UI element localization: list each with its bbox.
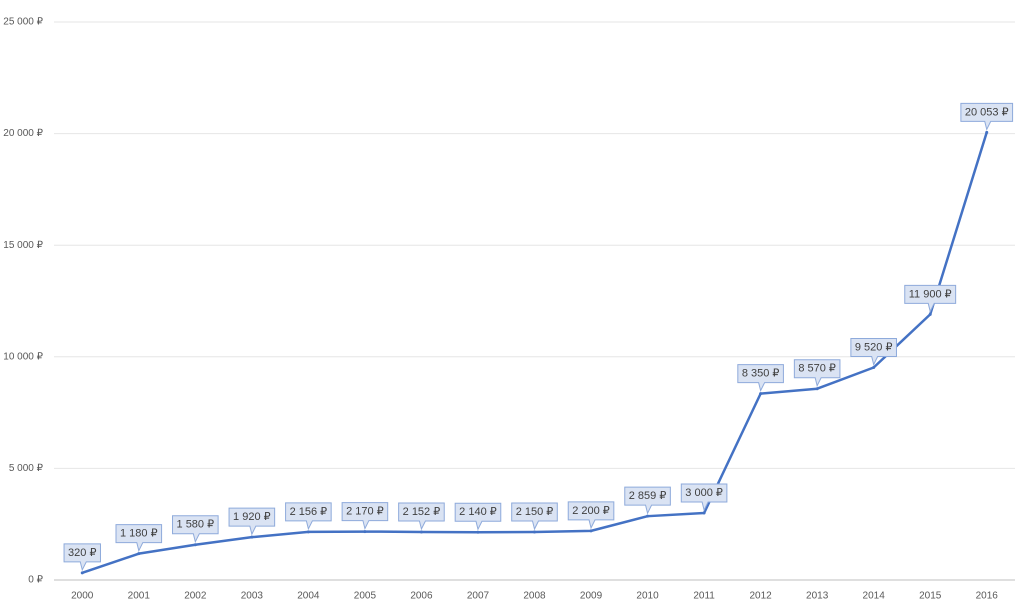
data-label-box — [624, 486, 671, 515]
data-label: 1 180 ₽ — [120, 528, 158, 540]
x-tick-label: 2013 — [806, 591, 829, 602]
data-label-box — [737, 364, 784, 393]
data-label-box — [850, 338, 897, 366]
x-tick-label: 2008 — [523, 591, 546, 602]
data-label: 8 350 ₽ — [742, 368, 780, 380]
data-point — [589, 529, 593, 533]
data-label-box — [398, 502, 445, 531]
y-tick-label: 20 000 ₽ — [3, 128, 43, 139]
y-tick-label: 0 ₽ — [28, 575, 43, 586]
x-tick-label: 2009 — [580, 591, 603, 602]
x-tick-label: 2000 — [71, 591, 94, 602]
data-point — [250, 535, 254, 539]
data-label: 11 900 ₽ — [909, 288, 952, 300]
data-point — [815, 387, 819, 391]
data-label: 1 920 ₽ — [233, 511, 271, 523]
x-tick-label: 2014 — [863, 591, 886, 602]
data-label: 2 150 ₽ — [516, 506, 554, 518]
data-label-box — [285, 502, 332, 531]
data-label: 1 580 ₽ — [177, 519, 215, 531]
data-point — [533, 530, 536, 534]
data-point — [985, 130, 989, 134]
data-label-box — [63, 543, 101, 572]
data-label-box — [904, 284, 957, 313]
data-label-box — [680, 483, 728, 512]
x-tick-label: 2011 — [693, 591, 715, 602]
data-point — [476, 530, 480, 534]
data-label-box — [960, 102, 1014, 131]
data-label-box — [172, 515, 219, 544]
data-label: 8 570 ₽ — [798, 363, 836, 375]
x-tick-label: 2006 — [410, 591, 433, 602]
x-tick-label: 2004 — [297, 591, 320, 602]
data-point — [759, 392, 763, 396]
data-label-box — [228, 507, 276, 536]
data-label: 2 152 ₽ — [403, 506, 441, 518]
x-tick-label: 2007 — [467, 591, 490, 602]
data-label: 9 520 ₽ — [855, 341, 893, 353]
data-label: 2 156 ₽ — [290, 506, 328, 518]
data-point — [872, 366, 876, 370]
data-label: 2 140 ₽ — [459, 506, 497, 518]
data-label-box — [341, 502, 389, 530]
data-label: 2 200 ₽ — [572, 505, 610, 517]
data-point — [646, 514, 650, 518]
data-point — [363, 530, 367, 534]
data-point — [80, 571, 84, 575]
x-tick-label: 2005 — [354, 591, 377, 602]
x-tick-label: 2015 — [919, 591, 942, 602]
y-tick-label: 5 000 ₽ — [9, 463, 44, 474]
x-tick-label: 2001 — [128, 591, 151, 602]
data-label: 3 000 ₽ — [685, 487, 723, 499]
y-tick-label: 25 000 ₽ — [3, 17, 43, 28]
data-label-box — [793, 359, 841, 388]
x-tick-label: 2010 — [636, 591, 659, 602]
data-point — [306, 530, 310, 534]
data-point — [419, 530, 423, 534]
y-tick-label: 15 000 ₽ — [3, 240, 43, 251]
x-tick-label: 2012 — [749, 591, 772, 602]
x-tick-label: 2002 — [184, 591, 207, 602]
data-label-box — [511, 502, 558, 531]
data-label: 2 170 ₽ — [346, 505, 384, 517]
data-point — [928, 312, 932, 316]
x-tick-label: 2016 — [976, 591, 999, 602]
data-label: 320 ₽ — [68, 547, 96, 559]
data-label-box — [567, 501, 615, 530]
data-point — [702, 511, 706, 515]
data-label: 2 859 ₽ — [629, 490, 667, 502]
y-tick-label: 10 000 ₽ — [3, 351, 43, 362]
x-tick-label: 2003 — [241, 591, 264, 602]
data-point — [193, 543, 197, 547]
data-point — [137, 552, 141, 556]
data-label-box — [115, 524, 163, 553]
data-label: 20 053 ₽ — [965, 106, 1009, 118]
data-label-box — [454, 502, 502, 531]
